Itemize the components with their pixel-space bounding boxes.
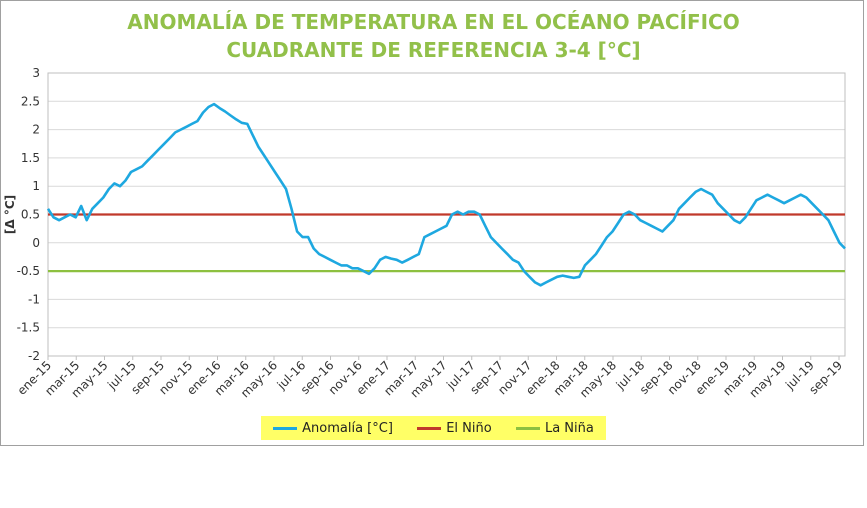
y-tick-label: -1 [28, 292, 40, 306]
y-tick-label: 0 [32, 236, 40, 250]
line-chart: 32.521.510.50-0.5-1-1.5-2[Δ °C]ene-15mar… [3, 66, 846, 400]
chart-frame [0, 0, 864, 446]
y-axis-label: [Δ °C] [3, 195, 17, 234]
y-tick-label: 0.5 [21, 208, 40, 222]
y-tick-label: -0.5 [17, 264, 40, 278]
legend-item: El Niño [417, 421, 492, 436]
legend-label: La Niña [544, 420, 594, 436]
chart-legend: Anomalía [°C] El Niño La Niña [261, 416, 606, 440]
y-tick-label: 1.5 [21, 151, 40, 165]
legend-item: La Niña [515, 420, 594, 436]
y-tick-label: 2.5 [21, 94, 40, 108]
y-tick-label: 2 [32, 123, 40, 137]
y-tick-label: 3 [32, 66, 40, 80]
chart-subtitle: CUADRANTE DE REFERENCIA 3-4 [°C] [226, 38, 641, 62]
y-tick-label: 1 [32, 179, 40, 193]
legend-swatch [273, 426, 298, 430]
legend-label: Anomalía [°C] [302, 420, 393, 436]
legend-swatch [417, 426, 442, 430]
legend-item: Anomalía [°C] [273, 421, 393, 436]
legend-swatch [515, 426, 540, 430]
series-line-anomalia [46, 102, 846, 287]
chart-title: ANOMALÍA DE TEMPERATURA EN EL OCÉANO PAC… [127, 10, 740, 34]
legend-label: El Niño [446, 420, 492, 436]
y-tick-label: -2 [28, 349, 40, 363]
y-tick-label: -1.5 [17, 321, 40, 335]
